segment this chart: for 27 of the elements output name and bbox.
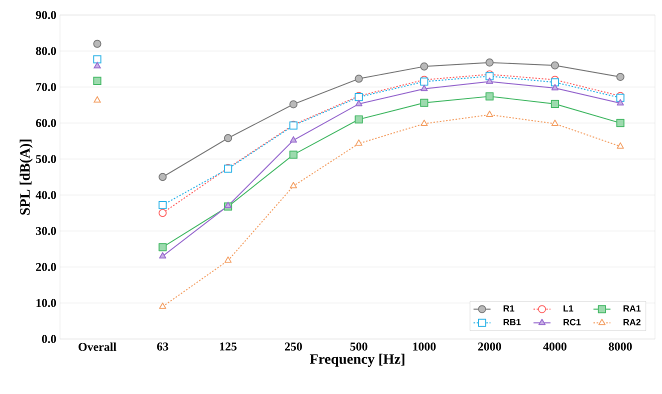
y-tick-label: 80.0: [36, 46, 56, 56]
y-tick-label: 70.0: [36, 82, 56, 92]
y-tick-label: 90.0: [36, 10, 56, 20]
legend-label: RB1: [504, 319, 521, 326]
legend-label: L1: [564, 305, 574, 312]
y-tick-label: 40.0: [36, 190, 56, 200]
legend-label: RA1: [624, 305, 641, 312]
x-tick-label: 4000: [543, 342, 566, 351]
x-tick-label: 500: [350, 342, 368, 351]
x-axis-title: Frequency [Hz]: [310, 354, 404, 367]
y-axis-title: SPL [dB(A)]: [20, 140, 33, 215]
x-tick-label: 2000: [478, 342, 502, 351]
legend-label: RC1: [564, 318, 581, 326]
y-tick-label: 50.0: [36, 154, 56, 164]
legend-label: R1: [504, 305, 514, 312]
x-tick-label: 63: [157, 342, 168, 351]
x-tick-label: 250: [284, 342, 302, 351]
x-tick-label: 8000: [608, 342, 632, 351]
y-tick-label: 30.0: [36, 226, 56, 236]
y-tick-label: 60.0: [36, 118, 56, 128]
x-tick-label: Overall: [78, 342, 116, 351]
x-tick-label: 125: [220, 342, 237, 351]
x-tick-label: 1000: [413, 342, 436, 351]
y-tick-label: 20.0: [36, 262, 56, 272]
legend-label: RA2: [624, 318, 641, 326]
y-tick-label: 0.0: [42, 334, 56, 344]
y-tick-label: 10.0: [36, 298, 56, 308]
